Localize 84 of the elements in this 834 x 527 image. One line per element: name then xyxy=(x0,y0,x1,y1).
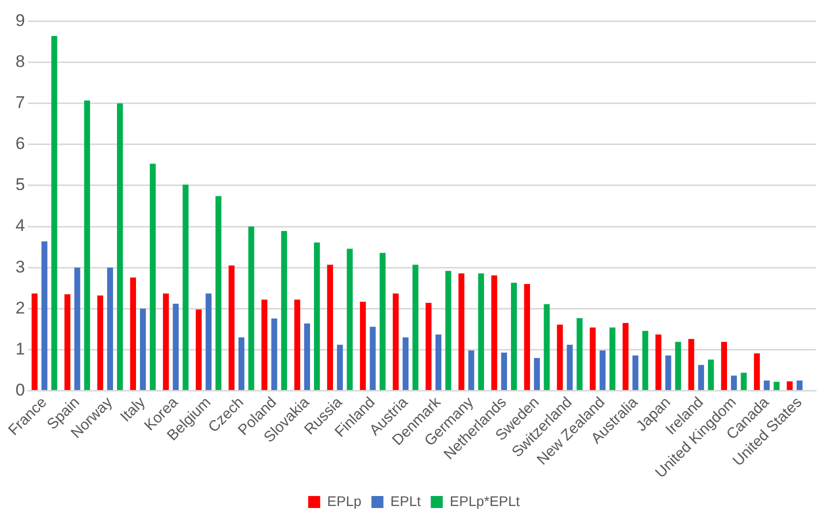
bar xyxy=(576,318,583,390)
y-tick-label: 0 xyxy=(16,380,25,400)
bar xyxy=(248,226,254,390)
bar xyxy=(600,350,606,390)
bar xyxy=(41,241,48,390)
bar xyxy=(491,275,498,390)
y-tick-label: 2 xyxy=(16,298,25,318)
y-tick-label: 5 xyxy=(16,175,25,194)
bar xyxy=(64,294,70,390)
bar xyxy=(196,309,202,390)
bar xyxy=(380,252,386,390)
bar xyxy=(261,300,268,390)
bar xyxy=(370,326,376,390)
bar xyxy=(632,355,638,390)
bar xyxy=(304,323,310,390)
bar xyxy=(721,342,728,390)
bar xyxy=(675,342,682,390)
bar xyxy=(524,284,530,390)
bar xyxy=(150,164,156,390)
bar xyxy=(130,277,136,390)
bar xyxy=(609,328,616,390)
bar xyxy=(238,337,244,390)
bar xyxy=(182,184,189,390)
y-tick-label: 8 xyxy=(16,52,25,71)
bar xyxy=(590,328,596,390)
bar xyxy=(622,323,629,390)
bar xyxy=(510,282,517,390)
bar xyxy=(281,231,288,390)
bar xyxy=(32,293,38,390)
bar xyxy=(774,382,780,390)
bar xyxy=(336,344,343,390)
bar xyxy=(501,352,508,390)
legend-label: EPLp xyxy=(327,492,362,509)
y-tick-label: 3 xyxy=(16,257,25,276)
bar xyxy=(314,242,320,390)
bar xyxy=(107,268,114,390)
bar xyxy=(360,302,366,390)
bar xyxy=(215,196,222,390)
bar xyxy=(566,344,573,390)
bar xyxy=(74,268,80,390)
bar xyxy=(764,380,770,390)
bar xyxy=(172,304,179,390)
y-tick-label: 9 xyxy=(16,10,25,30)
y-tick-label: 6 xyxy=(16,134,25,154)
bar xyxy=(84,100,90,390)
bar xyxy=(206,293,212,390)
bar xyxy=(642,330,648,390)
bar xyxy=(271,318,278,390)
bar xyxy=(688,339,694,390)
bar xyxy=(730,376,737,390)
bar xyxy=(740,372,747,390)
bar xyxy=(458,273,464,390)
bar xyxy=(786,381,793,390)
bar xyxy=(478,273,484,390)
bar xyxy=(346,248,353,390)
bar xyxy=(116,103,123,390)
bar xyxy=(556,324,563,390)
legend-label: EPLt xyxy=(390,492,421,509)
bar xyxy=(665,355,672,390)
bar xyxy=(534,358,540,390)
bar xyxy=(51,36,58,390)
bar xyxy=(796,380,803,390)
bar xyxy=(392,293,399,390)
bar xyxy=(698,364,704,390)
bar xyxy=(426,302,432,390)
bar xyxy=(327,264,334,390)
bar xyxy=(754,353,760,390)
bar xyxy=(97,296,104,390)
bar xyxy=(655,334,662,390)
bar xyxy=(140,308,146,390)
y-tick-label: 7 xyxy=(16,93,25,112)
bar xyxy=(228,266,235,390)
bar xyxy=(708,360,714,390)
bar xyxy=(162,293,169,390)
legend-label: EPLp*EPLt xyxy=(450,492,520,509)
bar xyxy=(294,300,300,390)
y-tick-label: 4 xyxy=(16,216,25,236)
bar xyxy=(402,337,409,390)
bar xyxy=(412,264,418,390)
bar xyxy=(445,270,452,390)
y-tick-label: 1 xyxy=(16,339,25,358)
bar xyxy=(544,304,550,390)
bar xyxy=(468,350,474,390)
bar xyxy=(435,334,442,390)
